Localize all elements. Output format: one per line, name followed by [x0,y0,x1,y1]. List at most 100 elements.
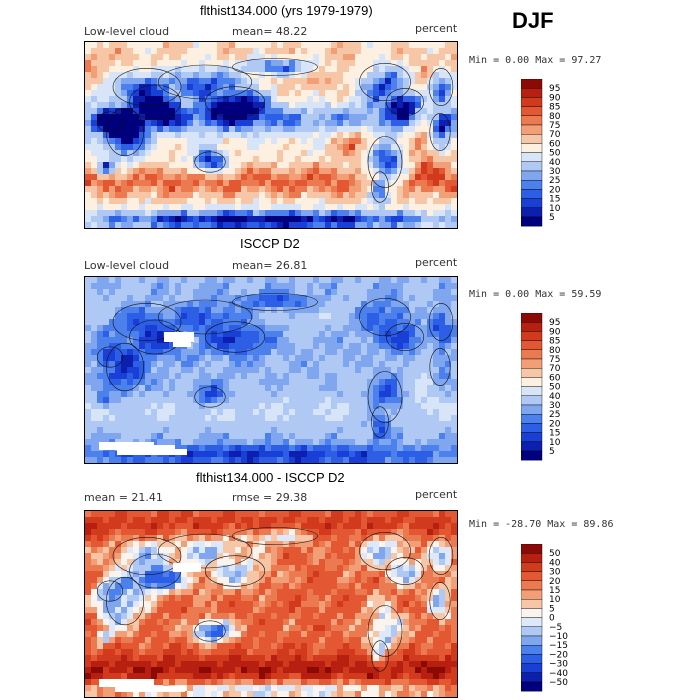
map-cell [343,331,350,338]
map-cell [319,397,326,404]
map-cell [319,289,326,296]
map-cell [151,120,158,127]
map-cell [271,42,278,49]
map-cell [343,162,350,169]
map-cell [439,132,446,139]
map-cell [349,156,356,163]
map-cell [451,283,457,290]
map-cell [253,307,260,314]
map-cell [373,547,380,554]
map-cell [253,78,260,85]
map-cell [97,451,104,458]
map-cell [337,547,344,554]
map-cell [115,108,122,115]
map-cell [97,337,104,344]
map-cell [229,301,236,308]
map-cell [409,186,416,193]
map-cell [241,66,248,73]
map-cell [313,120,320,127]
map-cell [355,451,362,458]
map-cell [217,192,224,199]
map-cell [337,367,344,374]
map-cell [193,511,200,518]
map-cell [271,289,278,296]
map-cell [181,114,188,121]
map-cell [133,180,140,187]
map-cell [223,535,230,542]
map-cell [241,168,248,175]
map-cell [379,198,386,205]
map-cell [367,192,374,199]
map-cell [181,439,188,446]
map-cell [391,84,398,91]
map-cell [295,445,302,452]
map-cell [433,150,440,157]
map-cell [151,42,158,49]
map-cell [223,198,230,205]
map-cell [103,301,110,308]
map-cell [331,391,338,398]
map-cell [193,150,200,157]
map-cell [151,156,158,163]
map-cell [85,192,92,199]
map-cell [145,409,152,416]
map-cell [109,126,116,133]
map-cell [361,277,368,284]
map-cell [241,126,248,133]
map-cell [277,198,284,205]
map-cell [313,174,320,181]
map-cell [337,168,344,175]
map-cell [391,301,398,308]
map-cell [307,120,314,127]
map-cell [205,373,212,380]
map-cell [199,144,206,151]
coastline [385,323,424,351]
map-cell [91,210,98,217]
map-cell [421,313,428,320]
map-cell [391,355,398,362]
map-cell [415,132,422,139]
map-cell [145,349,152,356]
map-cell [295,427,302,434]
map-cell [211,132,218,139]
map-cell [421,595,428,602]
map-cell [289,108,296,115]
map-cell [115,216,122,223]
map-cell [157,96,164,103]
map-cell [373,307,380,314]
map-cell [175,72,182,79]
map-cell [109,162,116,169]
map-cell [247,48,254,55]
map-cell [451,174,457,181]
map-cell [229,547,236,554]
map-cell [433,451,440,458]
map-cell [355,577,362,584]
map-cell [265,126,272,133]
map-cell [301,553,308,560]
map-cell [343,289,350,296]
map-cell [205,138,212,145]
map-cell [163,174,170,181]
colorbar-box [520,179,543,190]
map-cell [319,126,326,133]
map-cell [421,439,428,446]
map-cell [115,132,122,139]
map-cell [85,433,92,440]
map-cell [151,48,158,55]
map-cell [301,210,308,217]
map-cell [379,439,386,446]
map-cell [331,439,338,446]
map-cell [451,60,457,67]
map-cell [241,559,248,566]
map-cell [163,48,170,55]
map-cell [115,337,122,344]
map-cell [217,301,224,308]
map-cell [127,156,134,163]
map-cell [103,222,110,228]
map-cell [397,439,404,446]
map-cell [427,42,434,49]
map-cell [205,54,212,61]
map-cell [445,397,452,404]
map-cell [265,277,272,284]
map-cell [361,174,368,181]
